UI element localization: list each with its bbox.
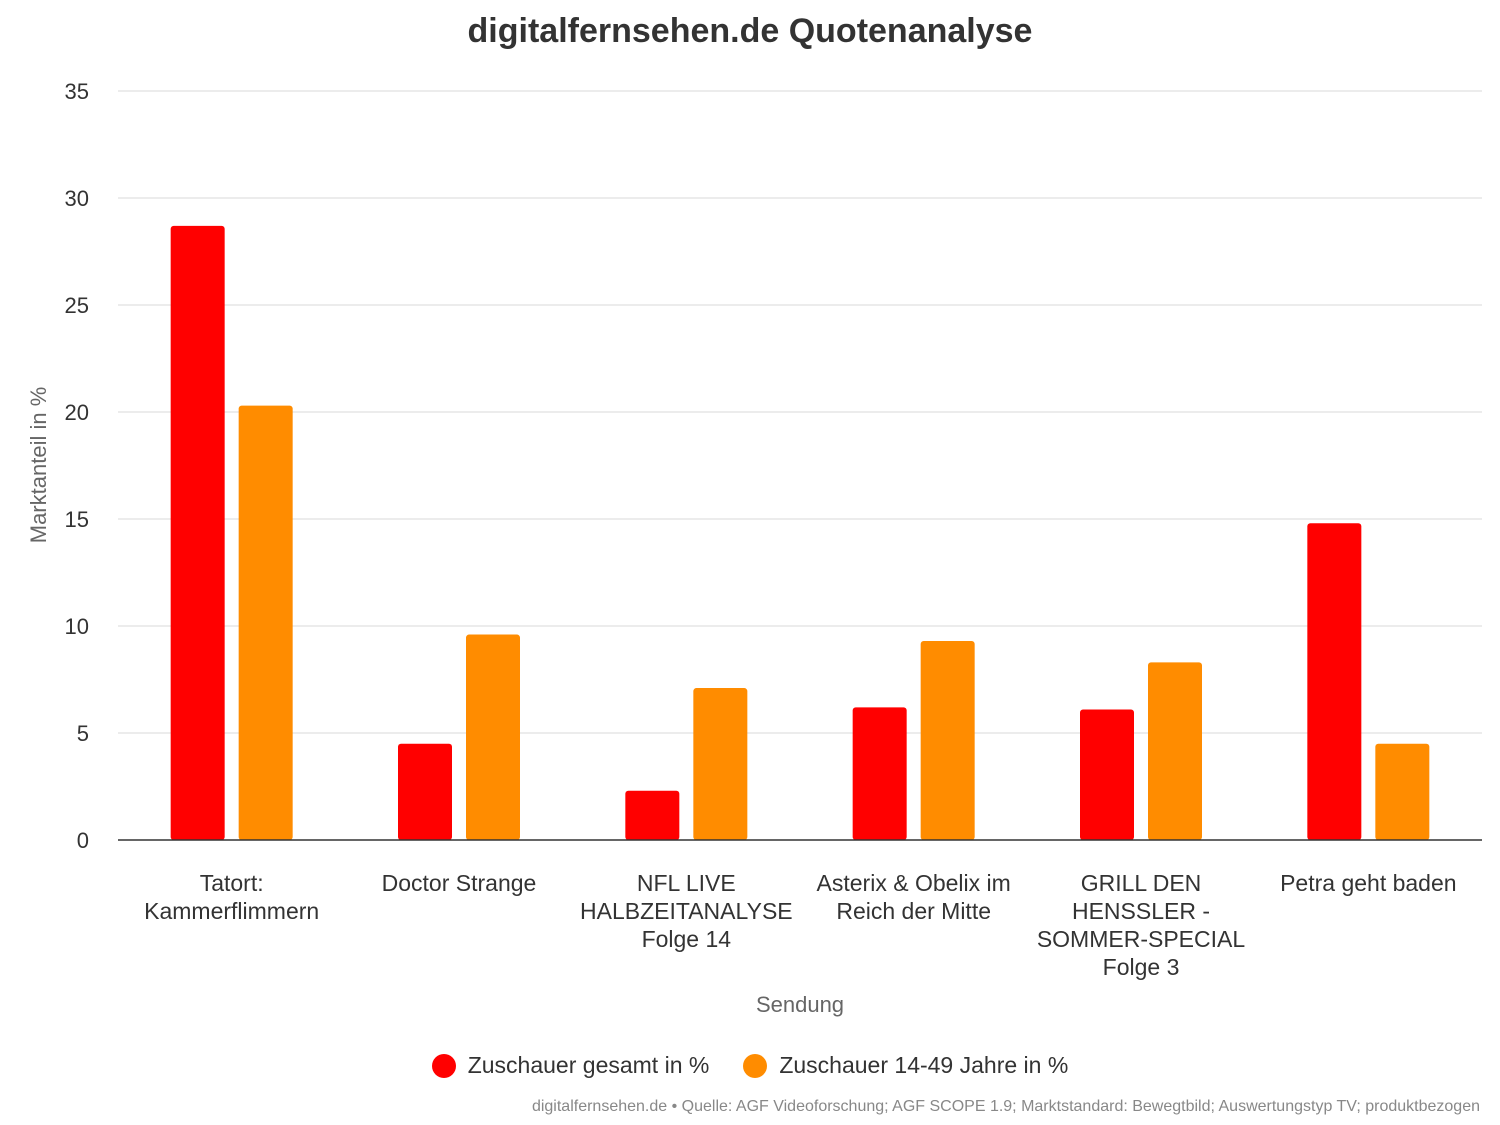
y-tick-label: 30 xyxy=(65,186,89,211)
bar-gesamt-1[interactable] xyxy=(398,743,452,840)
y-tick-label: 10 xyxy=(65,614,89,639)
x-category-label: Petra geht baden xyxy=(1280,870,1456,896)
y-tick-label: 15 xyxy=(65,507,89,532)
legend-label-gesamt: Zuschauer gesamt in % xyxy=(467,1052,710,1078)
y-axis-title: Marktanteil in % xyxy=(26,387,51,544)
x-category-label: GRILL DEN HENSSLER -SOMMER-SPECIAL Folge 3 xyxy=(1037,870,1246,980)
gridlines xyxy=(118,90,1482,734)
bar-gesamt-0[interactable] xyxy=(170,225,225,840)
bar-gesamt-4[interactable] xyxy=(1080,709,1134,840)
legend-label-14-49: Zuschauer 14-49 Jahre in % xyxy=(779,1052,1069,1078)
bar-14-49-2[interactable] xyxy=(693,688,748,840)
x-category-label: Asterix & Obelix im Reich der Mitte xyxy=(817,870,1011,924)
bar-gesamt-5[interactable] xyxy=(1307,523,1362,840)
legend-swatch-14-49 xyxy=(743,1053,768,1078)
y-tick-label: 20 xyxy=(65,400,89,425)
legend-item-14-49[interactable]: Zuschauer 14-49 Jahre in % xyxy=(743,1052,1068,1079)
y-axis-ticks: 0 5 10 15 20 25 30 35 xyxy=(65,79,89,853)
legend-swatch-gesamt xyxy=(431,1053,456,1078)
chart-title: digitalfernsehen.de Quotenanalyse xyxy=(467,12,1033,50)
bar-chart: 0 5 10 15 20 25 30 35 Tatort: Kammerflimmern Doct… xyxy=(26,79,1482,1017)
bar-14-49-5[interactable] xyxy=(1375,743,1430,840)
y-tick-label: 0 xyxy=(77,828,89,853)
bar-gesamt-3[interactable] xyxy=(852,707,907,840)
x-axis-labels: Tatort: Kammerflimmern Doctor Strange NFL L… xyxy=(144,870,1456,980)
source-credit: digitalfernsehen.de • Quelle: AGF Videof… xyxy=(531,1098,1480,1115)
bar-14-49-0[interactable] xyxy=(238,405,293,840)
x-category-label: NFL LIVE HALBZEITANALYSE Folge 14 xyxy=(580,870,793,952)
bar-14-49-4[interactable] xyxy=(1148,662,1202,840)
x-axis-title: Sendung xyxy=(756,992,844,1017)
y-tick-label: 5 xyxy=(77,721,89,746)
legend-item-gesamt[interactable]: Zuschauer gesamt in % xyxy=(431,1052,710,1079)
x-category-label: Doctor Strange xyxy=(382,870,537,896)
bars xyxy=(170,225,1430,840)
y-tick-label: 25 xyxy=(65,293,89,318)
x-category-label: Tatort: Kammerflimmern xyxy=(144,870,319,924)
y-tick-label: 35 xyxy=(65,79,89,104)
bar-14-49-3[interactable] xyxy=(920,640,975,840)
bar-14-49-1[interactable] xyxy=(466,634,520,840)
legend: Zuschauer gesamt in % Zuschauer 14-49 Ja… xyxy=(0,1052,1500,1079)
bar-gesamt-2[interactable] xyxy=(625,790,680,840)
